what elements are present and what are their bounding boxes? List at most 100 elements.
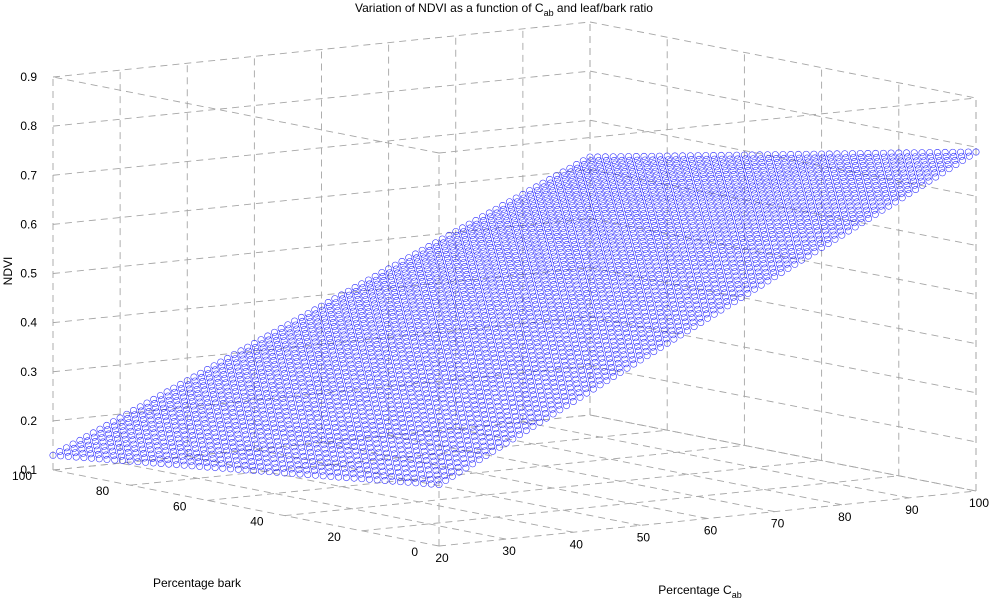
data-point (778, 206, 786, 214)
data-point (450, 310, 458, 318)
data-point (279, 333, 287, 341)
data-point (191, 377, 199, 385)
data-point (602, 337, 609, 345)
data-point (365, 340, 373, 348)
data-point (468, 324, 476, 331)
data-point (260, 381, 268, 389)
data-point (323, 419, 330, 427)
data-point (520, 347, 528, 355)
data-point (480, 279, 488, 287)
data-point (394, 333, 402, 341)
data-point (615, 364, 623, 372)
data-point (349, 403, 357, 411)
data-point (312, 405, 320, 413)
data-point (217, 421, 224, 428)
data-point (355, 332, 363, 340)
data-point (658, 222, 666, 229)
data-point (715, 234, 723, 242)
data-point (605, 225, 613, 233)
data-point (745, 170, 753, 178)
data-point (590, 257, 598, 265)
data-point (806, 227, 814, 235)
data-point (559, 256, 567, 264)
data-point (202, 459, 210, 466)
data-point (642, 217, 650, 225)
data-point (641, 214, 649, 221)
data-point (859, 190, 867, 198)
data-point (536, 352, 544, 360)
data-point (443, 449, 451, 457)
data-point (411, 474, 419, 482)
data-point (321, 347, 329, 354)
data-point (617, 153, 625, 161)
data-point (501, 398, 509, 406)
data-point (475, 287, 483, 295)
data-point (617, 183, 625, 191)
data-point (493, 333, 501, 341)
data-point (241, 397, 249, 405)
data-point (704, 314, 711, 322)
data-point (774, 190, 782, 198)
data-point (809, 178, 817, 186)
data-point (417, 363, 424, 371)
data-point (408, 325, 415, 333)
data-point (328, 410, 336, 418)
data-point (649, 308, 656, 316)
data-point (425, 334, 433, 342)
data-point (766, 251, 774, 259)
data-point (689, 318, 697, 326)
data-point (397, 285, 405, 293)
data-point (469, 460, 477, 468)
data-point (837, 166, 845, 174)
data-point (291, 317, 299, 325)
data-point (326, 432, 334, 440)
data-point (504, 220, 512, 228)
data-point (710, 182, 718, 190)
data-point (659, 226, 667, 233)
data-point (640, 183, 648, 190)
data-point (560, 172, 568, 180)
data-point (348, 364, 356, 372)
data-point (485, 362, 493, 370)
data-point (490, 350, 498, 358)
data-point (492, 393, 500, 401)
data-point (571, 241, 579, 249)
data-point (753, 264, 761, 272)
data-point (244, 343, 252, 351)
data-point (465, 410, 473, 418)
data-point (257, 368, 265, 376)
data-point (779, 210, 787, 218)
data-point (684, 263, 692, 271)
data-point (425, 368, 433, 376)
data-point (488, 341, 496, 349)
data-point (885, 202, 893, 210)
data-point (872, 149, 880, 157)
x-tick-label: 30 (502, 544, 516, 558)
data-point (475, 353, 483, 361)
data-point (385, 458, 393, 466)
data-point (688, 218, 696, 226)
data-point (695, 155, 703, 163)
data-point (575, 289, 583, 297)
data-point (458, 311, 465, 319)
data-point (649, 186, 657, 194)
data-point (187, 393, 195, 401)
data-point (506, 198, 513, 206)
data-point (584, 328, 592, 336)
data-point (612, 221, 620, 229)
data-point (623, 266, 631, 274)
data-point (783, 227, 791, 234)
data-point (300, 387, 308, 395)
data-point (547, 209, 555, 217)
data-point (682, 226, 690, 234)
data-point (587, 157, 595, 165)
data-point (233, 461, 241, 469)
data-point (450, 251, 458, 259)
data-point (464, 437, 471, 444)
data-point (892, 198, 899, 206)
data-point (593, 367, 601, 375)
data-point (422, 289, 430, 297)
data-point (623, 364, 631, 372)
data-point (645, 171, 653, 179)
data-point (536, 225, 544, 232)
